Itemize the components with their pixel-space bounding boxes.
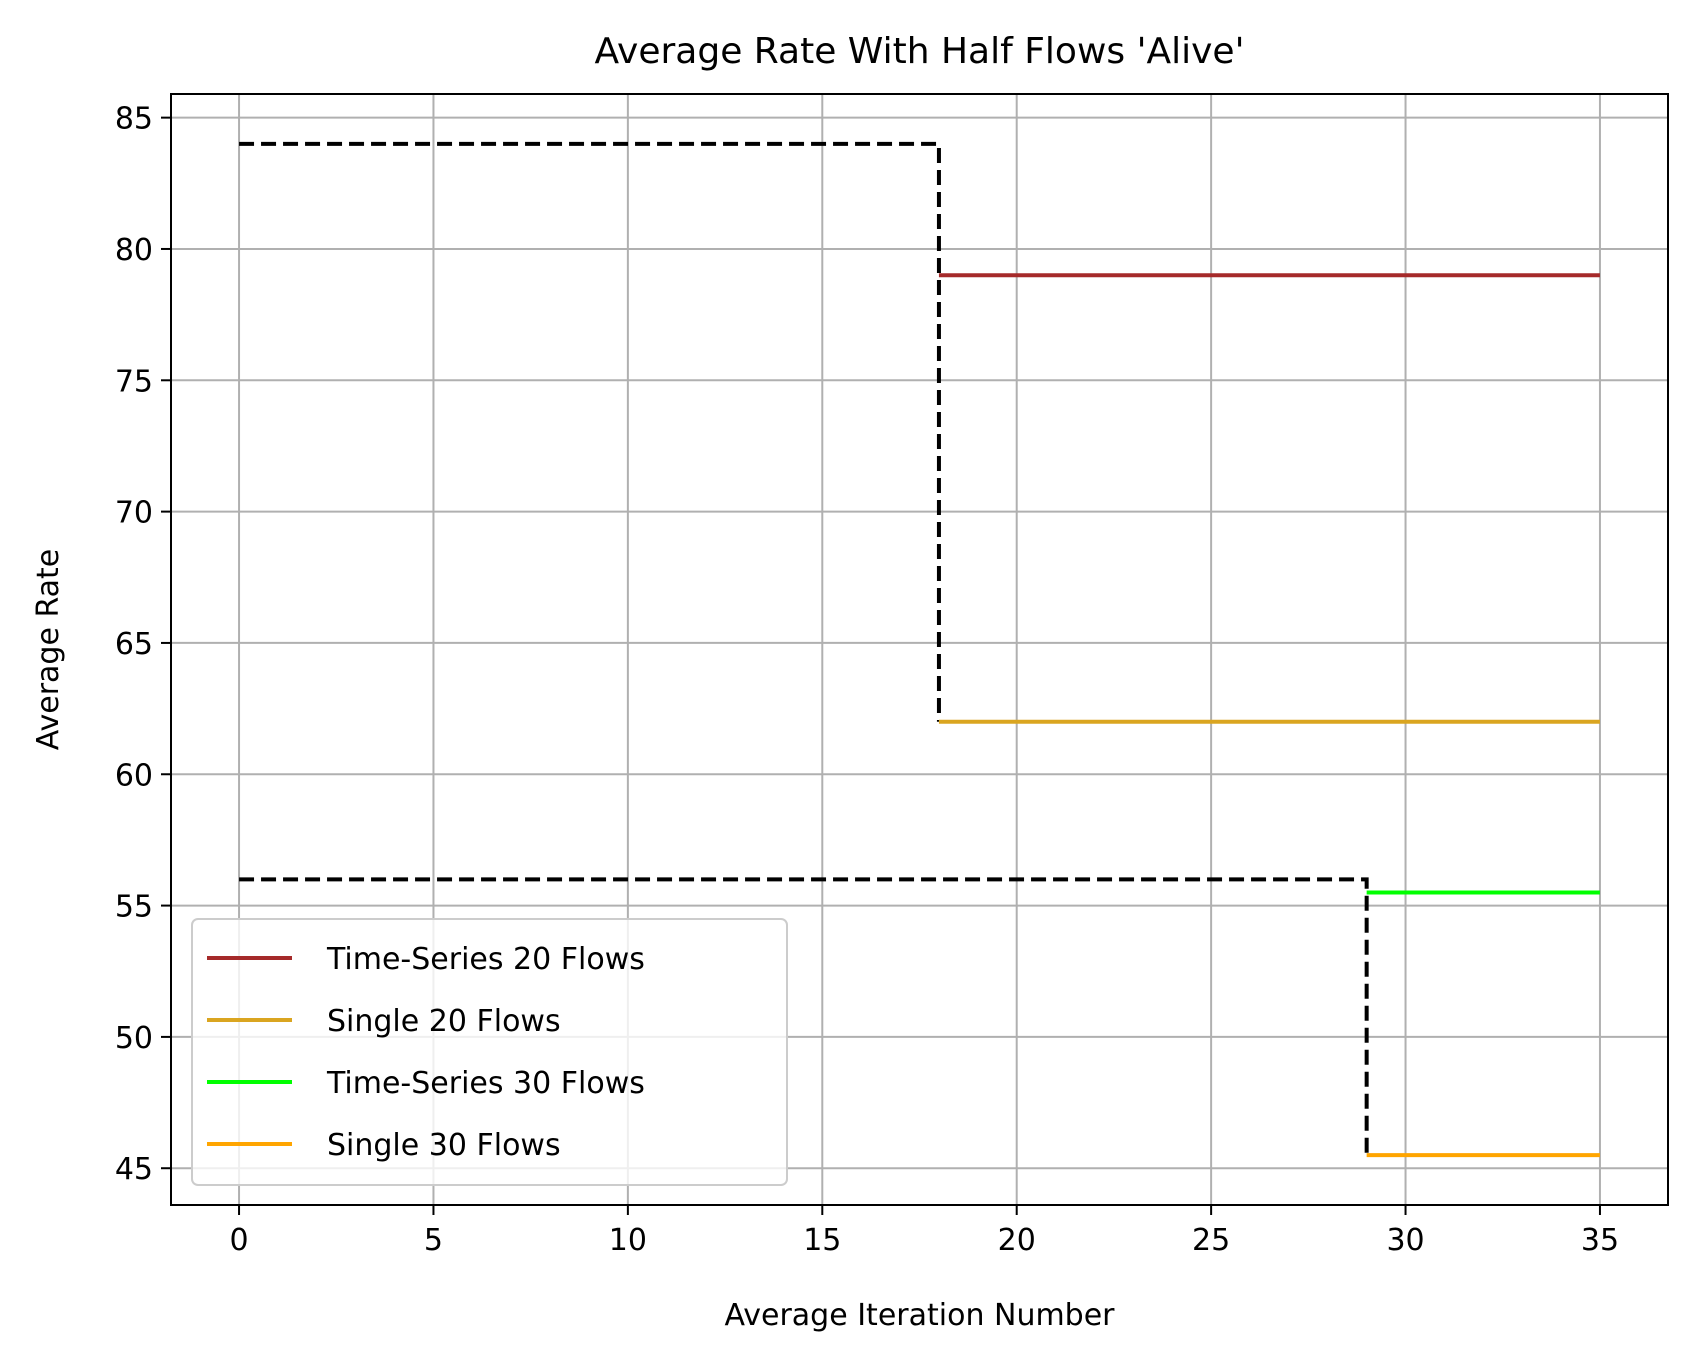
y-tick-label: 45 — [115, 1152, 153, 1187]
reference-step-line — [239, 141, 941, 722]
x-tick-label: 25 — [1192, 1223, 1230, 1258]
y-tick-label: 70 — [115, 496, 153, 531]
series-lines — [938, 273, 1600, 1158]
reference-lines — [239, 141, 1369, 1156]
x-tick-label: 35 — [1581, 1223, 1619, 1258]
y-tick-label: 80 — [115, 233, 153, 268]
x-axis-title: Average Iteration Number — [724, 1298, 1115, 1333]
legend-label: Time-Series 30 Flows — [326, 1066, 645, 1101]
x-tick-label: 0 — [229, 1223, 248, 1258]
chart-title: Average Rate With Half Flows 'Alive' — [595, 31, 1245, 72]
y-tick-label: 60 — [115, 758, 153, 793]
y-tick-label: 75 — [115, 364, 153, 399]
legend: Time-Series 20 Flows Single 20 Flows Time-… — [191, 918, 788, 1186]
x-tick-label: 5 — [424, 1223, 443, 1258]
x-tick-label: 20 — [998, 1223, 1036, 1258]
y-tick-label: 85 — [115, 102, 153, 137]
x-tick-label: 30 — [1386, 1223, 1424, 1258]
legend-label: Single 20 Flows — [327, 1004, 561, 1039]
y-tick-label: 65 — [115, 627, 153, 662]
x-tick-label: 15 — [803, 1223, 841, 1258]
axis-ticks: 0 5 10 15 20 25 30 35 45 50 55 60 65 70 75 80 85 — [115, 102, 1619, 1258]
y-axis-title: Average Rate — [31, 549, 66, 751]
legend-label: Single 30 Flows — [327, 1128, 561, 1163]
plot-frame — [170, 93, 1669, 1206]
y-tick-label: 50 — [115, 1021, 153, 1056]
x-tick-label: 10 — [609, 1223, 647, 1258]
legend-box — [191, 918, 788, 1186]
legend-label: Time-Series 20 Flows — [326, 942, 645, 977]
reference-step-line — [239, 877, 1369, 1156]
y-tick-label: 55 — [115, 890, 153, 925]
